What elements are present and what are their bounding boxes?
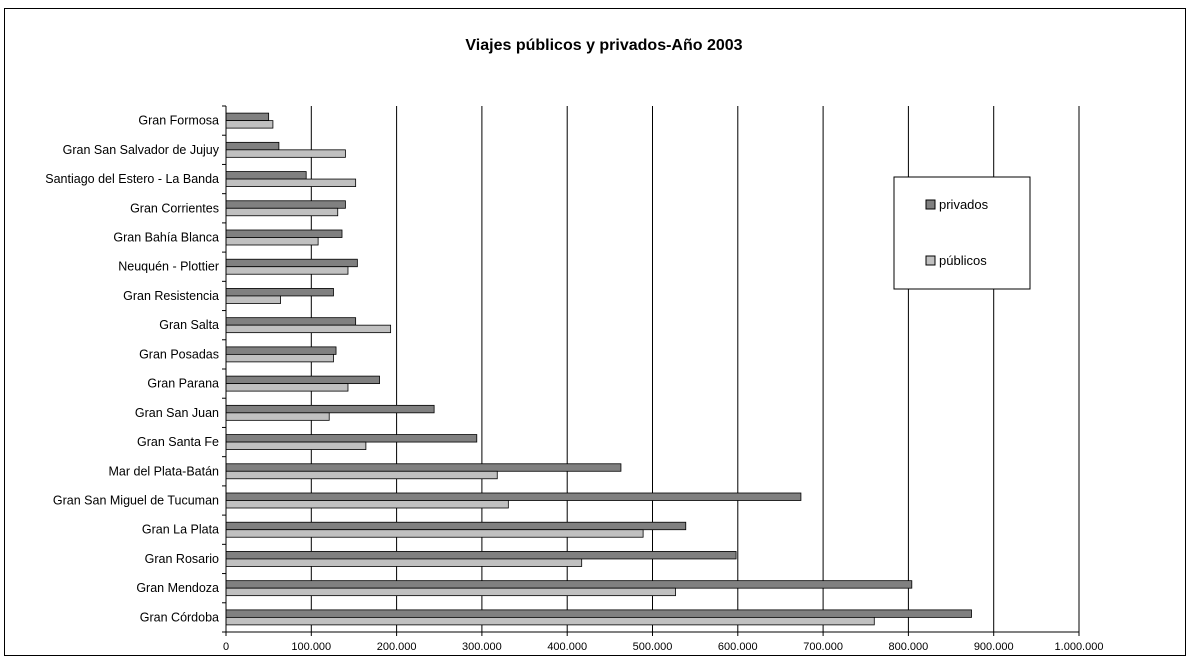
- bar-privados: [225, 229, 343, 238]
- x-tick-label: 500.000: [633, 641, 673, 653]
- bar-publicos: [225, 207, 339, 217]
- x-tick-label: 100.000: [291, 641, 331, 653]
- legend: privados públicos: [893, 176, 1031, 290]
- category-label: Gran Formosa: [138, 114, 219, 128]
- bar-privados: [225, 317, 357, 326]
- legend-label-publicos: públicos: [939, 253, 987, 268]
- bar-privados: [225, 434, 478, 443]
- chart-title: Viajes públicos y privados-Año 2003: [465, 37, 742, 54]
- bar-publicos: [225, 529, 644, 538]
- bar-publicos: [225, 441, 367, 450]
- category-label: Mar del Plata-Batán: [109, 464, 220, 478]
- bar-publicos: [225, 237, 319, 246]
- bar-publicos: [225, 558, 583, 567]
- category-label: Gran Corrientes: [130, 201, 219, 215]
- bar-privados: [225, 521, 687, 531]
- bar-privados: [225, 171, 307, 180]
- bar-privados: [225, 492, 802, 501]
- x-tick-label: 1.000.000: [1055, 641, 1104, 653]
- bar-publicos: [225, 178, 357, 187]
- bar-publicos: [225, 353, 334, 363]
- category-label: Gran Córdoba: [140, 610, 219, 624]
- bar-publicos: [225, 587, 676, 597]
- category-label: Santiago del Estero - La Banda: [45, 172, 219, 186]
- bar-publicos: [225, 383, 349, 392]
- bar-privados: [225, 463, 622, 472]
- bar-publicos: [225, 470, 498, 480]
- legend-swatch-privados: [925, 199, 936, 210]
- bar-privados: [225, 141, 280, 151]
- bar-privados: [225, 112, 270, 122]
- category-label: Gran Santa Fe: [137, 435, 219, 449]
- bar-privados: [225, 404, 435, 414]
- category-label: Gran Rosario: [145, 552, 219, 566]
- category-label: Gran Salta: [159, 318, 219, 332]
- x-tick-label: 600.000: [718, 641, 758, 653]
- category-label: Gran La Plata: [142, 523, 219, 537]
- category-label: Gran San Juan: [135, 406, 219, 420]
- x-tick-label: 700.000: [803, 641, 843, 653]
- category-label: Neuquén - Plottier: [118, 260, 219, 274]
- legend-box: [893, 176, 1031, 290]
- bar-privados: [225, 609, 972, 618]
- chart-frame: Viajes públicos y privados-Año 2003 Gran…: [4, 8, 1186, 656]
- legend-label-privados: privados: [939, 197, 989, 212]
- bar-publicos: [225, 412, 330, 421]
- category-label: Gran San Salvador de Jujuy: [63, 143, 220, 157]
- legend-swatch-publicos: [925, 255, 936, 266]
- category-label: Gran Posadas: [139, 347, 219, 361]
- x-tick-label: 300.000: [462, 641, 502, 653]
- bar-publicos: [225, 295, 281, 304]
- x-tick-label: 200.000: [377, 641, 417, 653]
- bar-publicos: [225, 324, 392, 334]
- bar-publicos: [225, 500, 509, 509]
- bar-publicos: [225, 266, 349, 275]
- category-label: Gran Resistencia: [123, 289, 219, 303]
- bar-privados: [225, 375, 380, 385]
- category-label: Gran Parana: [147, 377, 219, 391]
- bar-chart: Viajes públicos y privados-Año 2003 Gran…: [45, 37, 1104, 653]
- bar-publicos: [225, 149, 346, 158]
- bar-privados: [225, 580, 913, 589]
- bar-privados: [225, 258, 358, 268]
- category-label: Gran Mendoza: [136, 581, 219, 595]
- bar-privados: [225, 288, 334, 297]
- category-label: Gran San Miguel de Tucuman: [53, 494, 219, 508]
- x-tick-label: 800.000: [889, 641, 929, 653]
- x-tick-label: 400.000: [547, 641, 587, 653]
- x-tick-label: 0: [223, 641, 229, 653]
- x-tick-label: 900.000: [974, 641, 1014, 653]
- bar-privados: [225, 200, 346, 209]
- bar-publicos: [225, 616, 875, 626]
- bar-publicos: [225, 120, 274, 129]
- category-label: Gran Bahía Blanca: [113, 231, 219, 245]
- bar-privados: [225, 346, 337, 355]
- bar-privados: [225, 551, 737, 560]
